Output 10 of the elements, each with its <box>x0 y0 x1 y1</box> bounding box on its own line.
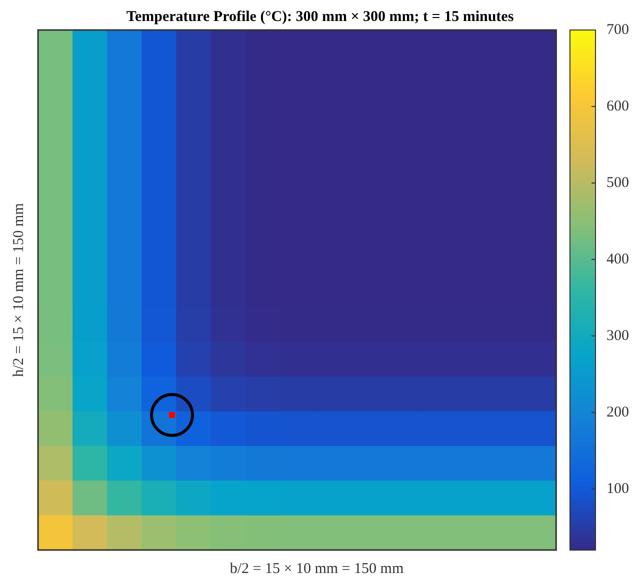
color-bar-label: 200 <box>606 404 629 420</box>
color-bar-label: 400 <box>606 251 629 268</box>
color-bar-label: 300 <box>606 328 629 344</box>
color-bar-label: 700 <box>606 22 629 38</box>
color-bar-label: 100 <box>606 480 629 497</box>
x-axis-title: b/2 = 15 × 10 mm = 150 mm <box>230 560 404 577</box>
y-axis-title: h/2 = 15 × 10 mm = 150 mm <box>10 202 27 377</box>
color-bar-label: 600 <box>606 98 629 114</box>
color-bar-label: 500 <box>606 174 629 191</box>
chart-title: Temperature Profile (°C): 300 mm × 300 mm; t = 15 minutes <box>126 8 514 25</box>
